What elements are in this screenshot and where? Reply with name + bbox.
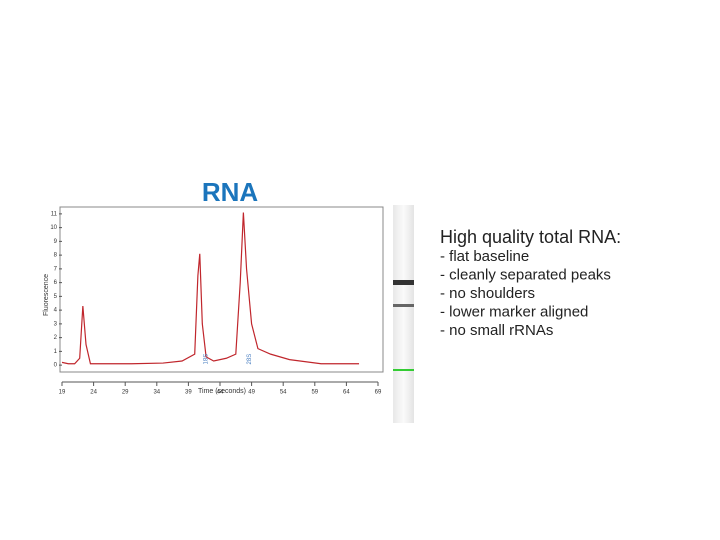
x-tick-label: 64	[343, 390, 350, 396]
y-tick-label: 7	[54, 266, 58, 272]
gel-marker	[393, 369, 414, 371]
y-tick-label: 1	[54, 349, 58, 355]
y-tick-label: 5	[54, 294, 58, 300]
x-tick-label: 44	[217, 390, 224, 396]
y-tick-label: 3	[54, 321, 58, 327]
peak-label: 28S	[247, 354, 253, 365]
gel-band	[393, 304, 414, 307]
y-tick-label: 9	[54, 239, 58, 245]
y-tick-label: 2	[54, 335, 58, 341]
y-tick-label: 6	[54, 280, 58, 286]
y-tick-label: 10	[50, 225, 57, 231]
y-tick-label: 11	[51, 211, 58, 217]
notes-heading: High quality total RNA:	[440, 227, 621, 247]
gel-band	[393, 280, 414, 285]
notes-list: - flat baseline- cleanly separated peaks…	[440, 248, 611, 339]
x-tick-label: 49	[248, 390, 255, 396]
x-tick-label: 24	[90, 390, 97, 396]
gel-lane	[393, 205, 414, 423]
y-tick-label: 4	[54, 308, 58, 314]
note-item: - no shoulders	[440, 285, 535, 302]
trace	[61, 212, 360, 365]
peak-label: 18S	[203, 354, 209, 365]
x-tick-label: 34	[153, 390, 160, 396]
x-axis-label: Time (seconds)	[198, 388, 246, 395]
x-tick-label: 39	[185, 390, 192, 396]
y-tick-label: 8	[54, 253, 58, 259]
x-tick-label: 69	[375, 390, 382, 396]
x-tick-label: 19	[59, 390, 66, 396]
note-item: - lower marker aligned	[440, 303, 588, 320]
note-item: - cleanly separated peaks	[440, 266, 611, 283]
x-tick-label: 59	[311, 390, 318, 396]
plot-frame	[59, 206, 384, 373]
y-axis-label: Fluorescence	[43, 274, 50, 316]
note-item: - flat baseline	[440, 248, 529, 265]
note-item: - no small rRNAs	[440, 322, 553, 339]
slide-title: RNA	[202, 177, 259, 207]
y-tick-label: 0	[54, 363, 58, 369]
x-tick-label: 29	[122, 390, 129, 396]
x-tick-label: 54	[280, 390, 287, 396]
